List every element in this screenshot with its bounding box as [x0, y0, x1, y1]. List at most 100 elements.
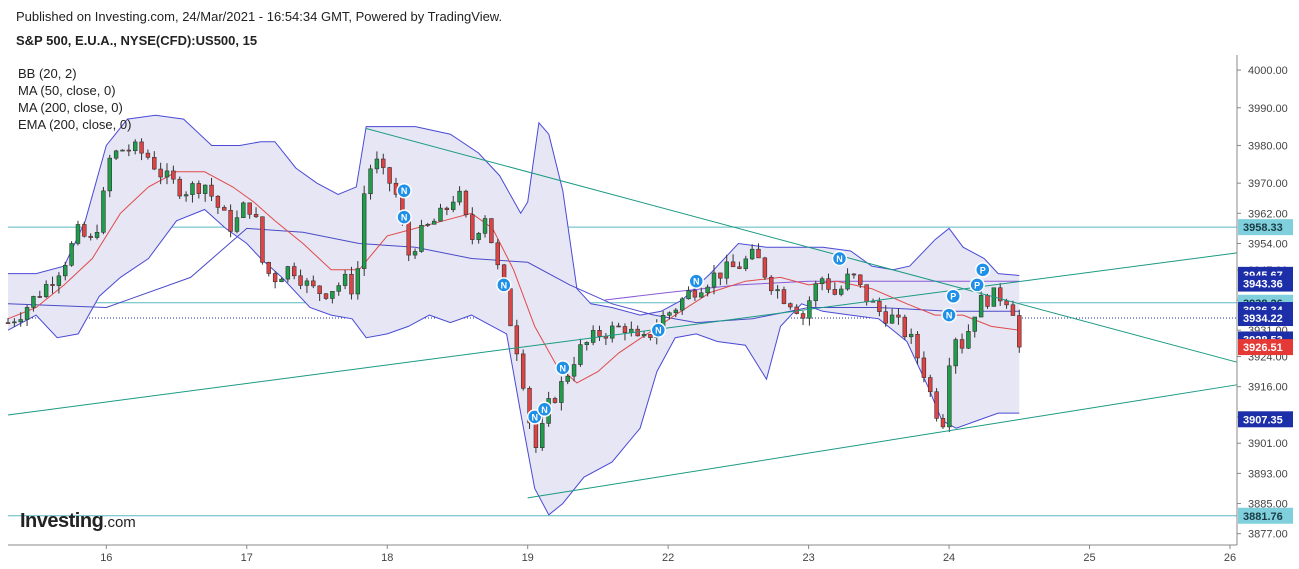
candle-down	[5, 322, 11, 324]
candle-down	[209, 184, 214, 197]
price-label: 3934.22	[1243, 313, 1283, 325]
candle-down	[50, 284, 55, 286]
candle-down	[769, 276, 774, 292]
indicator-ma50[interactable]: MA (50, close, 0)	[18, 83, 116, 98]
indicator-bb[interactable]: BB (20, 2)	[18, 66, 77, 81]
candle-down	[292, 266, 297, 277]
candle-up	[285, 266, 291, 280]
trend-line	[366, 128, 1238, 363]
candle-up	[641, 334, 647, 337]
candle-down	[648, 334, 653, 338]
candle-down	[622, 326, 628, 334]
candle-up	[686, 290, 691, 300]
event-marker-label: N	[655, 326, 662, 336]
candle-up	[419, 225, 424, 252]
candle-up	[164, 170, 170, 178]
candle-down	[387, 167, 392, 184]
trend-lines	[7, 128, 1238, 499]
candle-down	[253, 214, 259, 218]
candle-up	[425, 223, 430, 226]
candle-up	[234, 217, 240, 232]
x-tick-label: 18	[381, 552, 393, 564]
candle-up	[56, 275, 62, 286]
candle-up	[438, 207, 443, 222]
candle-down	[527, 387, 532, 424]
candle-down	[800, 313, 806, 319]
candle-up	[374, 158, 380, 170]
candle-up	[540, 423, 545, 449]
candle-down	[247, 202, 252, 215]
candle-down	[514, 325, 520, 355]
y-tick-label: 3954.00	[1248, 238, 1288, 250]
event-marker-n	[396, 182, 412, 199]
candle-down	[864, 284, 869, 303]
candle-down	[902, 316, 908, 338]
event-marker-label: N	[501, 280, 508, 290]
event-marker-label: P	[950, 292, 956, 302]
candle-up	[775, 289, 780, 292]
price-label-box	[1238, 275, 1293, 292]
candle-up	[202, 184, 208, 194]
candle-down	[883, 311, 888, 324]
candle-up	[31, 296, 36, 308]
candle-up	[711, 272, 717, 288]
candle-down	[222, 207, 227, 211]
candle-up	[978, 295, 984, 318]
candle-up	[69, 243, 74, 266]
candle-down	[196, 183, 202, 194]
price-label: 3943.36	[1243, 279, 1283, 291]
candle-down	[145, 152, 151, 158]
candle-up	[838, 288, 844, 295]
candle-down	[37, 296, 43, 298]
event-marker-p	[969, 277, 985, 293]
candle-down	[858, 274, 863, 285]
ma50-line	[7, 171, 1020, 384]
candle-up	[457, 190, 462, 203]
candle-up	[953, 339, 958, 367]
candle-down	[998, 287, 1003, 302]
bb-upper-line	[8, 114, 1020, 316]
candle-down	[915, 333, 920, 359]
candle-up	[889, 314, 895, 324]
event-marker-n	[396, 209, 412, 225]
event-marker-p	[945, 288, 962, 304]
candle-down	[266, 262, 271, 274]
candle-up	[12, 321, 17, 324]
candle-up	[75, 224, 81, 244]
event-marker-n	[496, 277, 512, 293]
candle-down	[940, 418, 946, 428]
candle-up	[107, 157, 112, 192]
candle-down	[311, 280, 316, 287]
event-marker-label: P	[980, 265, 986, 275]
event-marker-label: N	[531, 412, 538, 422]
price-label: 3907.35	[1243, 414, 1283, 426]
candle-up	[94, 232, 100, 238]
candlesticks	[5, 138, 1022, 453]
candle-down	[928, 377, 933, 393]
candle-up	[101, 190, 106, 233]
x-tick-label: 23	[802, 552, 814, 564]
candle-down	[781, 289, 787, 304]
x-tick-label: 22	[662, 552, 674, 564]
candle-down	[877, 300, 882, 312]
candle-down	[463, 190, 469, 215]
event-marker-n	[688, 273, 704, 289]
candle-up	[610, 325, 615, 339]
indicator-ema200[interactable]: EMA (200, close, 0)	[18, 117, 132, 132]
bb-lower-line	[7, 208, 1020, 516]
candle-up	[336, 285, 341, 292]
candle-down	[470, 214, 475, 240]
indicator-ma200[interactable]: MA (200, close, 0)	[18, 100, 123, 115]
price-label: 3958.33	[1243, 222, 1283, 234]
price-label-box	[1238, 339, 1293, 356]
candle-down	[826, 278, 831, 290]
ema200-line	[604, 280, 1020, 301]
candle-down	[762, 257, 768, 278]
candle-down	[508, 288, 513, 327]
candle-down	[533, 422, 539, 449]
candle-up	[18, 319, 23, 323]
event-marker-label: N	[946, 311, 953, 321]
event-marker-p	[975, 262, 991, 278]
